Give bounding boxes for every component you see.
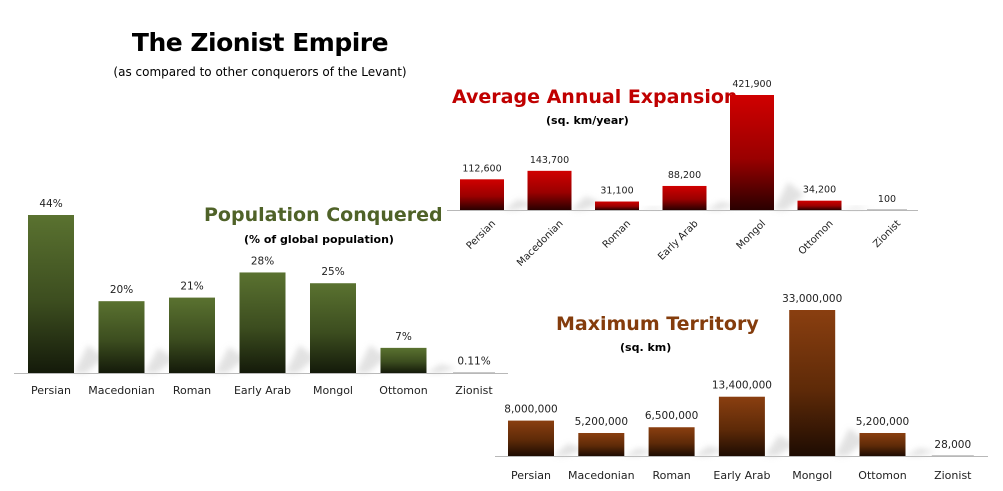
population-value-label: 20%	[110, 284, 133, 296]
territory-bar-shadow	[694, 445, 725, 456]
population-bar-ottomon	[380, 347, 427, 373]
population-category-label: Macedonian	[88, 384, 155, 397]
population-chart-subtitle: (% of global population)	[244, 233, 394, 246]
population-value-label: 28%	[251, 255, 274, 267]
expansion-bar-shadow	[706, 201, 737, 210]
population-bar-shadow	[426, 364, 457, 373]
population-category-label: Persian	[31, 384, 71, 397]
population-bar-shadow	[285, 345, 316, 373]
expansion-bar-shadow	[639, 207, 669, 210]
territory-category-label: Persian	[511, 469, 551, 482]
expansion-value-label: 143,700	[530, 155, 569, 166]
territory-category-label: Zionist	[934, 469, 972, 482]
territory-value-label: 8,000,000	[504, 404, 557, 416]
territory-value-label: 13,400,000	[712, 380, 772, 392]
population-category-label: Roman	[173, 384, 211, 397]
population-category-label: Mongol	[313, 384, 353, 397]
territory-bar-shadow	[764, 435, 795, 456]
page-subtitle: (as compared to other conquerors of the …	[113, 65, 407, 79]
territory-category-label: Early Arab	[713, 469, 770, 482]
territory-value-label: 28,000	[934, 439, 971, 451]
expansion-value-label: 34,200	[803, 185, 836, 196]
page-title: The Zionist Empire	[131, 28, 389, 57]
expansion-category-label: Zionist	[871, 218, 903, 250]
expansion-value-label: 31,100	[600, 186, 633, 197]
population-bar-shadow	[215, 346, 245, 373]
territory-chart-title: Maximum Territory	[556, 313, 759, 335]
population-category-label: Ottomon	[379, 384, 427, 397]
population-bar-macedonian	[98, 301, 145, 373]
expansion-value-label: 88,200	[668, 170, 701, 181]
territory-bar-persian	[508, 420, 554, 456]
expansion-bar-macedonian	[527, 170, 572, 210]
territory-bar-roman	[648, 427, 695, 456]
territory-bar-macedonian	[578, 432, 625, 456]
territory-category-label: Macedonian	[568, 469, 635, 482]
expansion-chart-subtitle: (sq. km/year)	[546, 114, 629, 127]
population-bar-mongol	[310, 283, 356, 373]
population-category-label: Early Arab	[234, 384, 291, 397]
population-bar-shadow	[144, 347, 175, 373]
territory-value-label: 33,000,000	[782, 293, 842, 305]
territory-bar-shadow	[554, 443, 584, 456]
expansion-bar-mongol	[730, 95, 774, 210]
expansion-bar-early-arab	[662, 185, 707, 210]
population-bar-shadow	[74, 345, 104, 373]
population-value-label: 25%	[321, 266, 344, 278]
expansion-category-label: Roman	[601, 218, 633, 250]
expansion-category-label: Persian	[465, 218, 499, 252]
population-value-label: 0.11%	[457, 356, 490, 368]
territory-bar-shadow	[905, 447, 936, 456]
expansion-bar-ottomon	[797, 200, 842, 210]
territory-bar-early-arab	[718, 396, 765, 456]
population-value-label: 7%	[395, 331, 412, 343]
territory-bar-mongol	[789, 310, 836, 456]
expansion-value-label: 100	[878, 194, 896, 205]
expansion-category-label: Ottomon	[797, 218, 836, 257]
expansion-chart-title: Average Annual Expansion	[452, 86, 738, 108]
expansion-value-label: 112,600	[462, 163, 501, 174]
population-bar-roman	[169, 297, 215, 373]
expansion-bar-shadow	[774, 182, 804, 210]
expansion-category-label: Early Arab	[656, 218, 700, 262]
territory-bar-shadow	[624, 447, 655, 456]
population-bar-shadow	[356, 345, 386, 373]
expansion-bar-shadow	[504, 199, 534, 210]
population-value-label: 21%	[180, 281, 203, 293]
population-category-label: Zionist	[455, 384, 493, 397]
territory-value-label: 5,200,000	[856, 416, 909, 428]
territory-chart-subtitle: (sq. km)	[620, 341, 672, 354]
expansion-bar-roman	[595, 201, 639, 210]
territory-value-label: 5,200,000	[575, 416, 628, 428]
territory-bar-ottomon	[859, 432, 906, 456]
population-value-label: 44%	[39, 198, 62, 210]
territory-category-label: Ottomon	[858, 469, 906, 482]
population-chart-title: Population Conquered	[204, 204, 443, 226]
territory-value-label: 6,500,000	[645, 410, 698, 422]
territory-category-label: Mongol	[792, 469, 832, 482]
expansion-bar-shadow	[841, 206, 872, 210]
population-bar-persian	[28, 215, 74, 373]
expansion-value-label: 421,900	[732, 79, 771, 90]
expansion-category-label: Macedonian	[515, 218, 566, 269]
expansion-bar-persian	[460, 179, 504, 210]
territory-bar-shadow	[835, 428, 866, 456]
population-bar-early-arab	[239, 272, 286, 373]
territory-category-label: Roman	[652, 469, 690, 482]
expansion-bar-shadow	[571, 196, 602, 210]
expansion-category-label: Mongol	[735, 218, 768, 251]
